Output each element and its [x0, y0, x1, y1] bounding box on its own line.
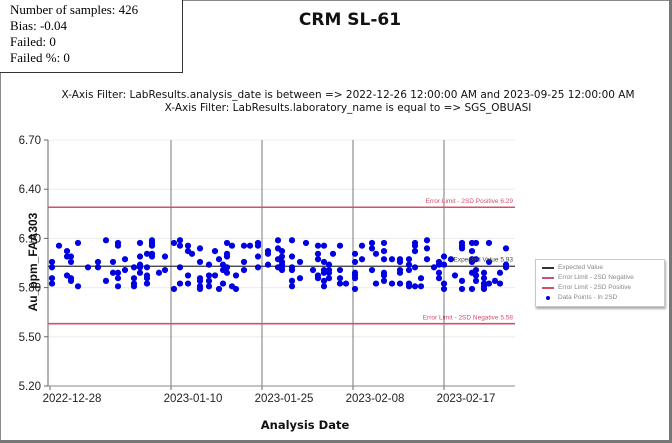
failed-count: Failed: 0 — [10, 34, 56, 49]
frame-edge-bottom — [0, 440, 672, 443]
y-axis-label: Au_ppm_FAA303 — [26, 212, 40, 312]
svg-text:Error Limit - 2SD Negative 5.5: Error Limit - 2SD Negative 5.58 — [423, 315, 514, 322]
legend-item-points: Data Points - In 2SD — [542, 293, 617, 302]
failed-percent: Failed %: 0 — [10, 50, 70, 65]
legend: Expected Value Error Limit - 2SD Negativ… — [535, 259, 665, 307]
axes — [44, 139, 515, 390]
svg-text:6.40: 6.40 — [19, 184, 41, 196]
svg-text:2023-02-08: 2023-02-08 — [346, 393, 405, 405]
svg-text:5.20: 5.20 — [19, 381, 41, 393]
legend-item-pos: Error Limit - 2SD Positive — [542, 283, 631, 292]
date-gridlines — [170, 140, 445, 386]
svg-text:2023-01-25: 2023-01-25 — [255, 393, 314, 405]
legend-swatch-pos — [542, 286, 554, 289]
reference-labels: Expected Value 5.93 Error Limit - 2SD Pos… — [423, 198, 514, 321]
legend-dot-icon — [546, 295, 550, 300]
svg-text:6.70: 6.70 — [19, 135, 41, 147]
svg-text:2022-12-28: 2022-12-28 — [43, 393, 102, 405]
svg-text:Expected Value 5.93: Expected Value 5.93 — [453, 256, 513, 263]
legend-label: Error Limit - 2SD Positive — [558, 284, 631, 291]
legend-label: Error Limit - 2SD Negative — [558, 274, 634, 281]
filter-lab: X-Axis Filter: LabResults.laboratory_nam… — [164, 102, 532, 114]
stats-box: Number of samples: 426 Bias: -0.04 Faile… — [0, 0, 183, 73]
legend-swatch-neg — [542, 276, 554, 279]
svg-text:Error Limit - 2SD Positive 6.2: Error Limit - 2SD Positive 6.29 — [426, 198, 514, 205]
legend-label: Expected Value — [558, 264, 604, 271]
svg-text:6.10: 6.10 — [19, 233, 41, 245]
frame-edge-right — [669, 0, 672, 443]
x-tick-labels: 2022-12-28 2023-01-10 2023-01-25 2023-02-08… — [43, 393, 496, 405]
chart-title: CRM SL-61 — [298, 10, 402, 30]
svg-text:2023-02-17: 2023-02-17 — [437, 393, 496, 405]
legend-label: Data Points - In 2SD — [558, 294, 618, 301]
svg-text:5.50: 5.50 — [19, 332, 41, 344]
legend-item-expected: Expected Value — [542, 263, 603, 272]
legend-swatch-expected — [542, 266, 554, 269]
filter-date: X-Axis Filter: LabResults.analysis_date … — [61, 89, 635, 101]
bias-value: Bias: -0.04 — [10, 18, 68, 33]
y-tick-labels: 6.70 6.40 6.10 5.80 5.50 5.20 — [19, 135, 41, 393]
x-axis-label: Analysis Date — [260, 418, 350, 432]
svg-text:2023-01-10: 2023-01-10 — [164, 393, 223, 405]
data-points — [48, 237, 510, 293]
samples-count: Number of samples: 426 — [10, 2, 139, 17]
svg-text:5.80: 5.80 — [19, 283, 41, 295]
legend-item-neg: Error Limit - 2SD Negative — [542, 273, 634, 282]
